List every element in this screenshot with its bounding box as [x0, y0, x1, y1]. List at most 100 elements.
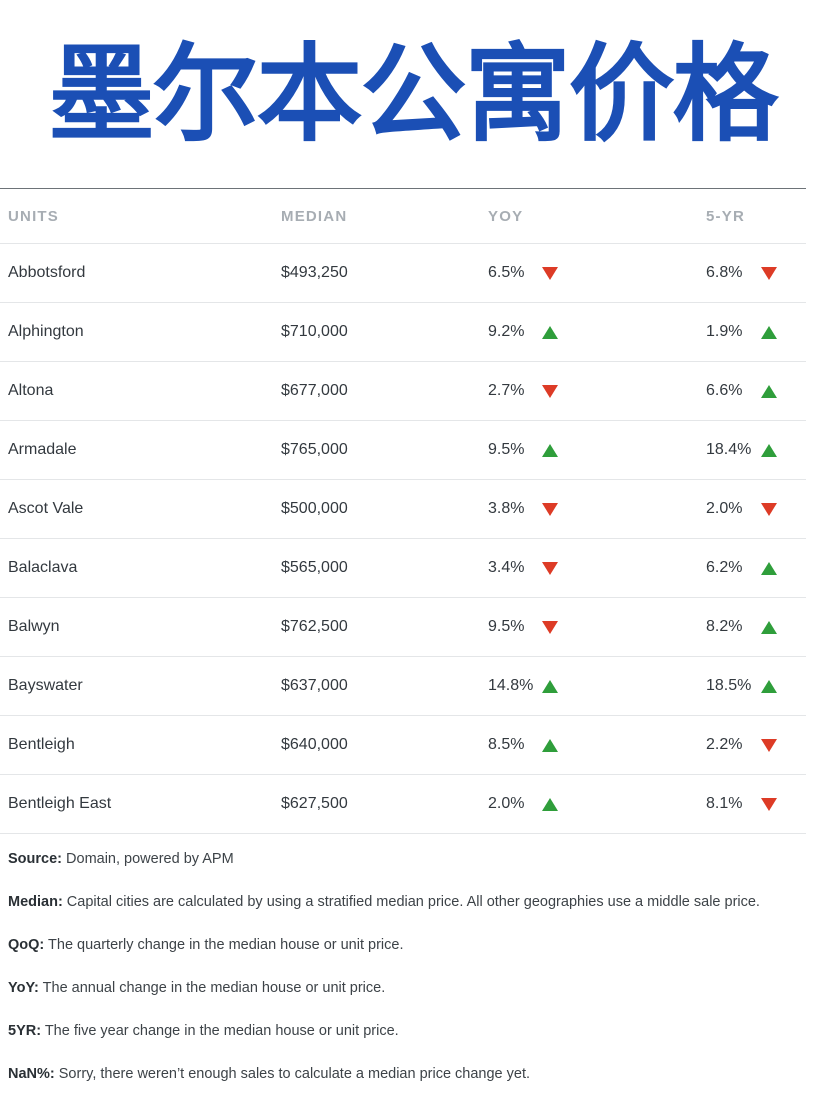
median-price: $762,500 [281, 618, 348, 635]
table-header: UNITS MEDIAN YOY 5-YR [0, 189, 806, 244]
yoy-change: 14.8% [488, 677, 534, 694]
footnote: YoY: The annual change in the median hou… [8, 977, 820, 1020]
footnote-label: QoQ: [8, 937, 45, 953]
suburb-name: Ascot Vale [8, 500, 84, 517]
price-table: UNITS MEDIAN YOY 5-YR Abbotsford $493,250… [0, 188, 806, 834]
five-year-trend-indicator [761, 539, 777, 597]
table-row: Bayswater $637,000 14.8% 18.5% [0, 657, 806, 716]
five-year-change: 8.1% [706, 795, 743, 812]
footnote-text: Sorry, there weren’t enough sales to cal… [54, 1066, 531, 1082]
table-row: Ascot Vale $500,000 3.8% 2.0% [0, 480, 806, 539]
footnote: 5YR: The five year change in the median … [8, 1020, 820, 1063]
five-year-change: 1.9% [706, 323, 743, 340]
yoy-change: 2.7% [488, 382, 525, 399]
suburb-name: Bayswater [8, 677, 83, 694]
five-year-up-arrow-icon [761, 620, 777, 634]
five-year-trend-indicator [761, 775, 777, 833]
yoy-up-arrow-icon [542, 738, 558, 752]
five-year-change: 2.2% [706, 736, 743, 753]
footnote-text: The quarterly change in the median house… [44, 937, 404, 953]
yoy-down-arrow-icon [542, 384, 558, 398]
column-header-yoy[interactable]: YOY [488, 207, 524, 225]
five-year-change: 18.4% [706, 441, 752, 458]
table-row: Balaclava $565,000 3.4% 6.2% [0, 539, 806, 598]
five-year-change: 6.6% [706, 382, 743, 399]
five-year-trend-indicator [761, 480, 777, 538]
footnote-text: Capital cities are calculated by using a… [62, 894, 760, 910]
yoy-up-arrow-icon [542, 679, 558, 693]
five-year-trend-indicator [761, 362, 777, 420]
yoy-change: 9.5% [488, 618, 525, 635]
suburb-name: Abbotsford [8, 264, 86, 281]
column-header-units[interactable]: UNITS [8, 207, 59, 225]
footnote: NaN%: Sorry, there weren’t enough sales … [8, 1063, 820, 1106]
yoy-trend-indicator [542, 480, 558, 538]
footnotes: Source: Domain, powered by APM Median: Ca… [8, 848, 820, 1106]
yoy-up-arrow-icon [542, 797, 558, 811]
column-header-5yr[interactable]: 5-YR [706, 207, 745, 225]
yoy-trend-indicator [542, 362, 558, 420]
suburb-name: Bentleigh East [8, 795, 112, 812]
table-row: Abbotsford $493,250 6.5% 6.8% [0, 244, 806, 303]
table-row: Armadale $765,000 9.5% 18.4% [0, 421, 806, 480]
yoy-down-arrow-icon [542, 620, 558, 634]
five-year-trend-indicator [761, 716, 777, 774]
footnote-label: Source: [8, 851, 62, 867]
five-year-trend-indicator [761, 657, 777, 715]
yoy-change: 3.4% [488, 559, 525, 576]
yoy-change: 9.5% [488, 441, 525, 458]
footnote-label: 5YR: [8, 1023, 42, 1039]
footnote: QoQ: The quarterly change in the median … [8, 934, 820, 977]
yoy-trend-indicator [542, 775, 558, 833]
yoy-trend-indicator [542, 716, 558, 774]
yoy-trend-indicator [542, 657, 558, 715]
yoy-down-arrow-icon [542, 266, 558, 280]
median-price: $627,500 [281, 795, 348, 812]
table-row: Altona $677,000 2.7% 6.6% [0, 362, 806, 421]
five-year-down-arrow-icon [761, 502, 777, 516]
suburb-name: Balwyn [8, 618, 60, 635]
yoy-trend-indicator [542, 598, 558, 656]
yoy-trend-indicator [542, 421, 558, 479]
five-year-change: 18.5% [706, 677, 752, 694]
median-price: $640,000 [281, 736, 348, 753]
yoy-down-arrow-icon [542, 502, 558, 516]
footnote: Source: Domain, powered by APM [8, 848, 820, 891]
five-year-trend-indicator [761, 303, 777, 361]
yoy-trend-indicator [542, 539, 558, 597]
yoy-change: 9.2% [488, 323, 525, 340]
yoy-change: 6.5% [488, 264, 525, 281]
median-price: $565,000 [281, 559, 348, 576]
yoy-trend-indicator [542, 303, 558, 361]
footnote-label: YoY: [8, 980, 39, 996]
yoy-up-arrow-icon [542, 325, 558, 339]
footnote-text: Domain, powered by APM [62, 851, 234, 867]
column-header-median[interactable]: MEDIAN [281, 207, 348, 225]
five-year-down-arrow-icon [761, 738, 777, 752]
median-price: $493,250 [281, 264, 348, 281]
five-year-down-arrow-icon [761, 266, 777, 280]
table-row: Bentleigh $640,000 8.5% 2.2% [0, 716, 806, 775]
five-year-change: 6.8% [706, 264, 743, 281]
table-row: Balwyn $762,500 9.5% 8.2% [0, 598, 806, 657]
five-year-up-arrow-icon [761, 325, 777, 339]
suburb-name: Armadale [8, 441, 77, 458]
five-year-down-arrow-icon [761, 797, 777, 811]
footnote-text: The five year change in the median house… [41, 1023, 399, 1039]
suburb-name: Balaclava [8, 559, 78, 576]
five-year-up-arrow-icon [761, 443, 777, 457]
yoy-down-arrow-icon [542, 561, 558, 575]
table-body: Abbotsford $493,250 6.5% 6.8% Alphington $710… [0, 244, 806, 834]
median-price: $500,000 [281, 500, 348, 517]
table-row: Alphington $710,000 9.2% 1.9% [0, 303, 806, 362]
table-row: Bentleigh East $627,500 2.0% 8.1% [0, 775, 806, 834]
five-year-change: 2.0% [706, 500, 743, 517]
median-price: $637,000 [281, 677, 348, 694]
yoy-change: 2.0% [488, 795, 525, 812]
suburb-name: Bentleigh [8, 736, 75, 753]
five-year-trend-indicator [761, 421, 777, 479]
footnote: Median: Capital cities are calculated by… [8, 891, 820, 934]
footnote-label: Median: [8, 894, 63, 910]
median-price: $710,000 [281, 323, 348, 340]
five-year-up-arrow-icon [761, 384, 777, 398]
